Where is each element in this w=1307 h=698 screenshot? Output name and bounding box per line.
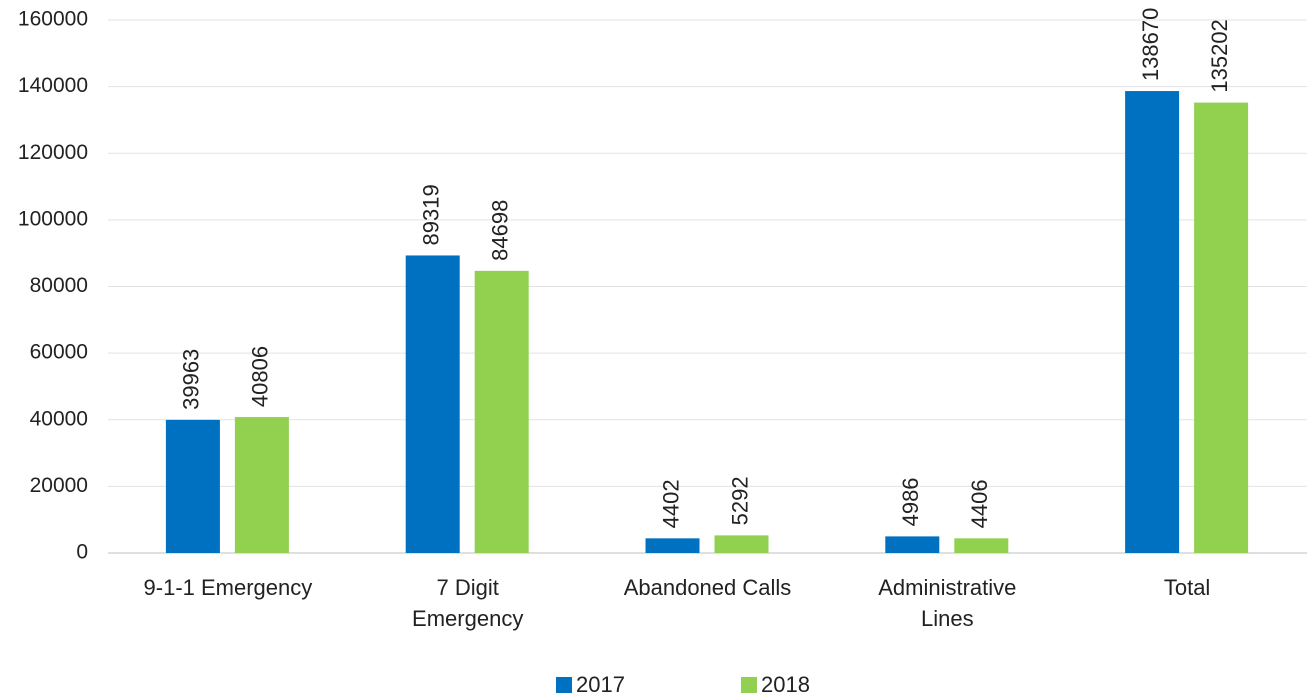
x-tick-label: Total — [1163, 575, 1211, 600]
bar — [405, 255, 460, 553]
y-tick-label: 20000 — [30, 474, 88, 497]
data-label: 135202 — [1207, 19, 1232, 92]
y-tick-label: 60000 — [30, 341, 88, 364]
legend-swatch — [556, 677, 572, 693]
x-tick-label: 9-1-1 Emergency — [143, 575, 313, 600]
bar — [234, 417, 289, 553]
legend-swatch — [741, 677, 757, 693]
data-label: 4406 — [967, 479, 992, 528]
bar — [165, 419, 220, 553]
data-label: 89319 — [419, 184, 444, 245]
bar — [645, 538, 700, 553]
y-tick-label: 80000 — [30, 274, 88, 297]
bar — [954, 538, 1009, 553]
data-label: 138670 — [1138, 8, 1163, 81]
bar — [474, 270, 529, 553]
data-label: 4986 — [898, 477, 923, 526]
bar — [1125, 91, 1180, 553]
legend-label: 2018 — [761, 672, 810, 697]
bar — [885, 536, 940, 553]
x-tick-label: Administrative Lines — [878, 575, 1017, 631]
data-label: 84698 — [488, 200, 513, 261]
y-tick-label: 100000 — [18, 207, 88, 230]
x-tick-label: 7 Digit Emergency — [412, 575, 524, 631]
x-tick-label: Abandoned Calls — [623, 575, 792, 600]
y-tick-label: 120000 — [18, 141, 88, 164]
data-label: 4402 — [658, 479, 683, 528]
data-label: 5292 — [727, 476, 752, 525]
data-label: 39963 — [179, 349, 204, 410]
legend-label: 2017 — [576, 672, 625, 697]
y-tick-label: 40000 — [30, 407, 88, 430]
bar — [1194, 102, 1249, 553]
y-tick-label: 160000 — [18, 8, 88, 31]
y-tick-label: 0 — [76, 541, 88, 564]
y-tick-label: 140000 — [18, 74, 88, 97]
bar — [714, 535, 769, 553]
data-label: 40806 — [248, 346, 273, 407]
